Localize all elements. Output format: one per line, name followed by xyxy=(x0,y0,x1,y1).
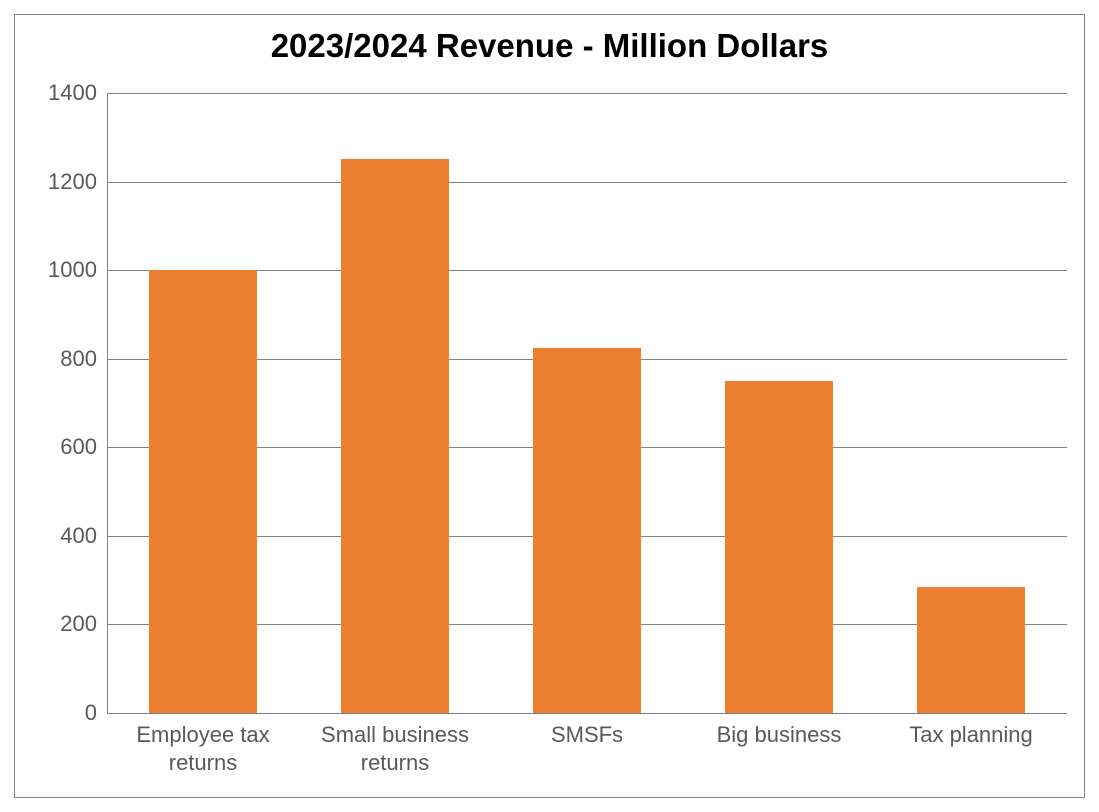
x-tick-label: Tax planning xyxy=(875,721,1067,749)
y-tick-label: 1000 xyxy=(27,257,97,283)
plot-area xyxy=(107,93,1067,713)
x-tick-label: Small business returns xyxy=(299,721,491,776)
bar xyxy=(725,381,833,713)
gridline xyxy=(107,713,1067,714)
y-tick-label: 1400 xyxy=(27,80,97,106)
chart-title: 2023/2024 Revenue - Million Dollars xyxy=(15,27,1084,65)
x-tick-label: Employee tax returns xyxy=(107,721,299,776)
y-axis-line xyxy=(107,93,108,713)
y-tick-label: 800 xyxy=(27,346,97,372)
y-tick-label: 200 xyxy=(27,611,97,637)
x-tick-label: SMSFs xyxy=(491,721,683,749)
y-tick-label: 400 xyxy=(27,523,97,549)
chart-frame: 2023/2024 Revenue - Million Dollars 0 200… xyxy=(14,14,1085,798)
x-tick-label: Big business xyxy=(683,721,875,749)
y-tick-label: 1200 xyxy=(27,169,97,195)
y-tick-label: 0 xyxy=(27,700,97,726)
bar xyxy=(917,587,1025,713)
bar xyxy=(149,270,257,713)
bar xyxy=(341,159,449,713)
bar xyxy=(533,348,641,713)
gridline xyxy=(107,93,1067,94)
gridline xyxy=(107,182,1067,183)
y-tick-label: 600 xyxy=(27,434,97,460)
